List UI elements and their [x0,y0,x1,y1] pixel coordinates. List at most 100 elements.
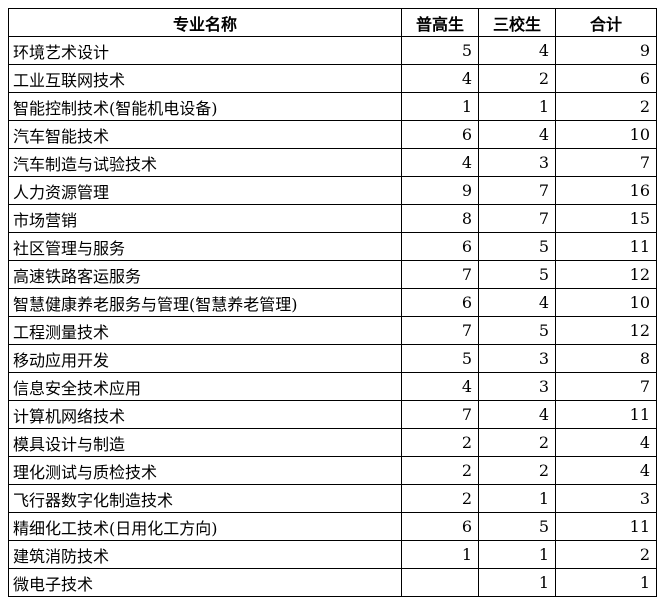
three-schools-cell: 1 [478,484,556,513]
general-high-school-cell: 6 [401,288,479,317]
header-total: 合计 [555,8,657,37]
general-high-school-cell: 6 [401,232,479,261]
header-major-name: 专业名称 [8,8,402,37]
general-high-school-cell: 4 [401,148,479,177]
total-cell: 7 [555,372,657,401]
major-name-cell: 市场营销 [8,204,402,233]
general-high-school-cell: 6 [401,512,479,541]
major-name-cell: 飞行器数字化制造技术 [8,484,402,513]
header-three-schools: 三校生 [478,8,556,37]
total-cell: 8 [555,344,657,373]
total-cell: 3 [555,484,657,513]
total-cell: 15 [555,204,657,233]
three-schools-cell: 3 [478,344,556,373]
general-high-school-cell: 6 [401,120,479,149]
three-schools-cell: 4 [478,288,556,317]
three-schools-cell: 5 [478,260,556,289]
three-schools-cell: 4 [478,36,556,65]
major-name-cell: 信息安全技术应用 [8,372,402,401]
major-name-cell: 智能控制技术(智能机电设备) [8,92,402,121]
general-high-school-cell: 4 [401,64,479,93]
total-cell: 9 [555,36,657,65]
three-schools-cell: 3 [478,148,556,177]
table-row: 移动应用开发 5 3 8 [8,344,657,373]
major-name-cell: 微电子技术 [8,568,402,597]
table-row: 工程测量技术 7 5 12 [8,316,657,345]
general-high-school-cell: 5 [401,344,479,373]
three-schools-cell: 5 [478,232,556,261]
table-row: 高速铁路客运服务 7 5 12 [8,260,657,289]
table-row: 汽车制造与试验技术 4 3 7 [8,148,657,177]
three-schools-cell: 2 [478,456,556,485]
table-row: 环境艺术设计 5 4 9 [8,36,657,65]
total-cell: 11 [555,232,657,261]
total-cell: 7 [555,148,657,177]
table-row: 微电子技术 1 1 [8,568,657,597]
general-high-school-cell: 9 [401,176,479,205]
general-high-school-cell: 2 [401,484,479,513]
three-schools-cell: 1 [478,568,556,597]
total-cell: 11 [555,400,657,429]
table-row: 建筑消防技术 1 1 2 [8,540,657,569]
general-high-school-cell: 4 [401,372,479,401]
general-high-school-cell: 7 [401,400,479,429]
major-name-cell: 移动应用开发 [8,344,402,373]
major-name-cell: 人力资源管理 [8,176,402,205]
header-general-high-school: 普高生 [401,8,479,37]
three-schools-cell: 1 [478,92,556,121]
table-row: 社区管理与服务 6 5 11 [8,232,657,261]
three-schools-cell: 7 [478,176,556,205]
table-row: 信息安全技术应用 4 3 7 [8,372,657,401]
major-name-cell: 精细化工技术(日用化工方向) [8,512,402,541]
table-row: 飞行器数字化制造技术 2 1 3 [8,484,657,513]
header-row: 专业名称 普高生 三校生 合计 [8,8,657,37]
three-schools-cell: 3 [478,372,556,401]
general-high-school-cell [401,568,479,597]
major-name-cell: 理化测试与质检技术 [8,456,402,485]
table-row: 理化测试与质检技术 2 2 4 [8,456,657,485]
general-high-school-cell: 7 [401,260,479,289]
total-cell: 1 [555,568,657,597]
major-name-cell: 智慧健康养老服务与管理(智慧养老管理) [8,288,402,317]
major-name-cell: 高速铁路客运服务 [8,260,402,289]
total-cell: 6 [555,64,657,93]
three-schools-cell: 4 [478,400,556,429]
table-row: 市场营销 8 7 15 [8,204,657,233]
table-row: 工业互联网技术 4 2 6 [8,64,657,93]
total-cell: 12 [555,260,657,289]
total-cell: 2 [555,92,657,121]
major-name-cell: 环境艺术设计 [8,36,402,65]
major-name-cell: 模具设计与制造 [8,428,402,457]
general-high-school-cell: 7 [401,316,479,345]
enrollment-table: 专业名称 普高生 三校生 合计 环境艺术设计 5 4 9 工业互联网技术 4 2 6 智能控制技术(智… [8,8,657,597]
major-name-cell: 社区管理与服务 [8,232,402,261]
general-high-school-cell: 5 [401,36,479,65]
three-schools-cell: 2 [478,428,556,457]
three-schools-cell: 2 [478,64,556,93]
table-row: 智慧健康养老服务与管理(智慧养老管理) 6 4 10 [8,288,657,317]
table-row: 人力资源管理 9 7 16 [8,176,657,205]
total-cell: 4 [555,428,657,457]
major-name-cell: 工业互联网技术 [8,64,402,93]
major-name-cell: 建筑消防技术 [8,540,402,569]
total-cell: 16 [555,176,657,205]
table-row: 智能控制技术(智能机电设备) 1 1 2 [8,92,657,121]
three-schools-cell: 1 [478,540,556,569]
major-name-cell: 汽车智能技术 [8,120,402,149]
major-name-cell: 工程测量技术 [8,316,402,345]
total-cell: 10 [555,288,657,317]
general-high-school-cell: 2 [401,428,479,457]
total-cell: 10 [555,120,657,149]
table-row: 模具设计与制造 2 2 4 [8,428,657,457]
total-cell: 4 [555,456,657,485]
three-schools-cell: 5 [478,512,556,541]
major-name-cell: 汽车制造与试验技术 [8,148,402,177]
general-high-school-cell: 1 [401,540,479,569]
total-cell: 11 [555,512,657,541]
major-name-cell: 计算机网络技术 [8,400,402,429]
table-row: 计算机网络技术 7 4 11 [8,400,657,429]
general-high-school-cell: 2 [401,456,479,485]
three-schools-cell: 5 [478,316,556,345]
three-schools-cell: 7 [478,204,556,233]
general-high-school-cell: 8 [401,204,479,233]
